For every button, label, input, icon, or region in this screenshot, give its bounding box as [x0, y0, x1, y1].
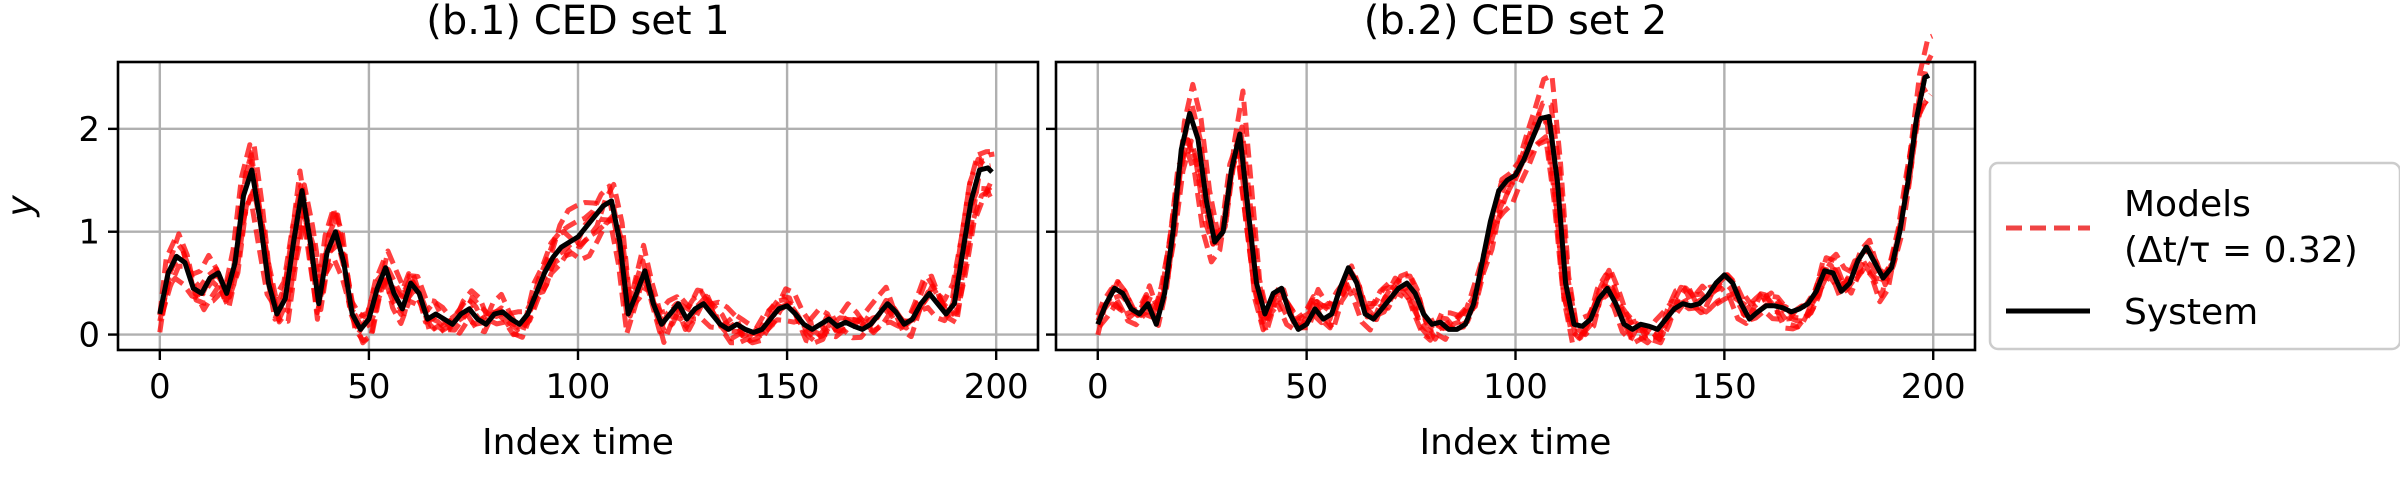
x-tick-label: 100: [1483, 367, 1548, 407]
x-tick-label: 100: [546, 367, 611, 407]
panel-title: (b.1) CED set 1: [426, 0, 730, 44]
y-tick-label: 2: [78, 110, 100, 150]
x-tick-label: 0: [149, 367, 171, 407]
x-axis-label: Index time: [482, 422, 674, 463]
legend-models-label-line1: Models: [2124, 184, 2251, 225]
x-tick-label: 50: [1285, 367, 1328, 407]
x-tick-label: 150: [755, 367, 820, 407]
system-series-line: [1095, 73, 1931, 332]
legend-box: [1988, 161, 2400, 351]
legend: Models (Δt/τ = 0.32) System: [1988, 161, 2400, 351]
models-series-line: [1095, 97, 1928, 342]
x-tick-label: 200: [964, 367, 1029, 407]
y-tick-label: 0: [78, 316, 100, 356]
y-tick-label: 1: [78, 213, 100, 253]
legend-models-label-line2: (Δt/τ = 0.32): [2124, 230, 2358, 271]
x-tick-label: 0: [1087, 367, 1109, 407]
x-tick-label: 200: [1901, 367, 1966, 407]
y-axis-label: y: [0, 195, 41, 218]
models-series-line: [157, 156, 992, 346]
x-tick-label: 50: [347, 367, 390, 407]
panel-b1: 0 50 100 150 200 0 1 2 (b.1) CED set 1 Index time…: [0, 0, 1040, 463]
system-series-line: [157, 165, 994, 335]
legend-system-label: System: [2124, 292, 2258, 333]
panel-title: (b.2) CED set 2: [1364, 0, 1668, 44]
x-axis-label: Index time: [1420, 422, 1612, 463]
x-tick-label: 150: [1692, 367, 1757, 407]
panel-b2: 0 50 100 150 200 (b.2) CED set 2 Index time: [1046, 0, 1977, 463]
